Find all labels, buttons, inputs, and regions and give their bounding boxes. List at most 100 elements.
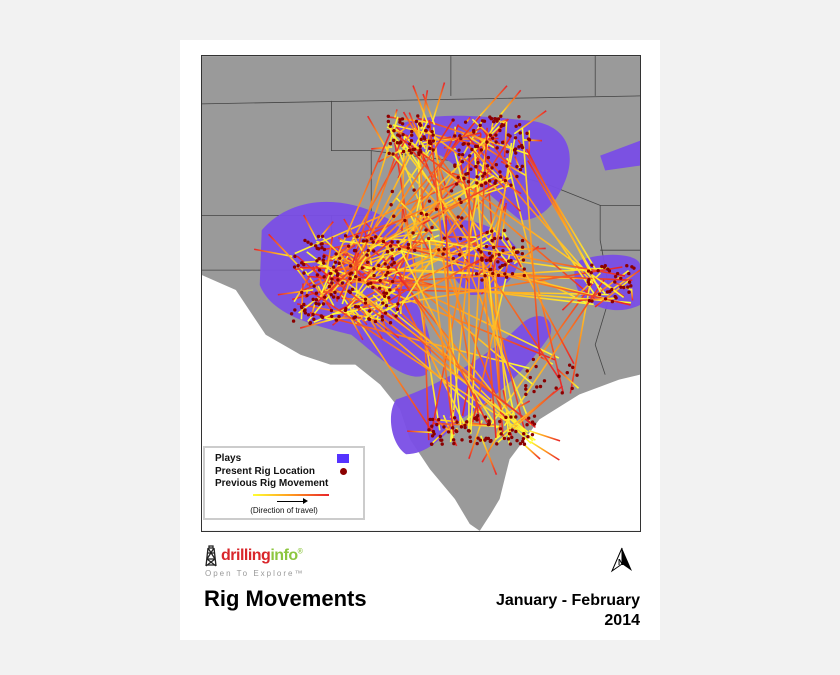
rig-location-dot [456,175,460,179]
rig-location-dot [587,298,592,303]
rig-location-dot [500,140,505,145]
rig-location-dot [538,384,543,389]
legend-present-label: Present Rig Location [215,466,316,477]
rig-location-dot [457,253,462,257]
rig-location-dot [451,438,456,442]
rig-location-dot [403,218,407,223]
rig-location-dot [484,436,488,441]
rig-location-dot [498,427,503,431]
rig-movement-line [317,285,329,306]
derrick-icon [205,545,217,567]
rig-location-dot [373,319,378,324]
rig-location-dot [488,439,492,444]
rig-movement-line [401,208,412,249]
rig-location-dot [371,285,375,290]
rig-location-dot [427,139,432,143]
rig-location-dot [480,256,484,260]
rig-location-dot [322,275,326,279]
rig-location-dot [460,438,464,442]
rig-location-dot [498,128,502,133]
rig-location-dot [314,301,318,306]
rig-location-dot [400,117,405,121]
rig-location-dot [485,164,490,168]
rig-location-dot [367,317,371,321]
rig-location-dot [625,264,629,268]
rig-location-dot [459,224,464,228]
rig-location-dot [311,312,315,317]
rig-location-dot [479,183,484,188]
rig-location-dot [340,281,345,285]
rig-movement-line [503,232,575,365]
rig-location-dot [521,436,526,441]
rig-movement-line [375,230,490,282]
rig-movement-line [364,221,396,258]
rig-location-dot [475,144,480,149]
rig-location-dot [426,236,431,241]
rig-location-dot [474,164,478,169]
rig-movement-line [398,276,529,436]
rig-location-dot [312,317,316,321]
svg-text:N: N [618,558,624,567]
rig-location-dot [520,164,524,169]
rig-location-dot [406,242,411,247]
rig-movement-line [523,139,543,142]
rig-location-dot [439,438,443,442]
rig-location-dot [363,301,368,305]
rig-location-dot [314,298,319,302]
rig-location-dot [365,260,370,264]
rig-location-dot [430,417,435,422]
rig-movement-line [359,306,400,339]
rig-location-dot [430,442,434,446]
rig-location-dot [619,276,623,280]
rig-location-dot [427,428,431,432]
rig-location-dot [460,153,465,157]
rig-location-dot [493,181,497,185]
rig-location-dot [509,183,513,187]
rig-location-dot [488,133,493,137]
rig-location-dot [424,128,428,133]
rig-location-dot [528,375,532,380]
legend-direction-label: (Direction of travel) [250,506,318,515]
rig-location-dot [428,146,432,151]
rig-location-dot [409,138,414,143]
rig-location-dot [522,432,526,436]
rig-location-dot [471,128,476,133]
rig-location-dot [468,435,472,439]
rig-location-dot [476,436,480,440]
rig-location-dot [348,276,352,281]
rig-movement-line [306,251,533,425]
rig-location-dot [534,364,538,369]
rig-location-dot [467,429,471,433]
rig-location-dot [330,281,334,285]
rig-location-dot [355,235,359,239]
rig-location-dot [348,264,353,268]
rig-location-dot [452,441,456,446]
rig-movement-line [511,247,546,251]
rig-location-dot [452,416,457,420]
rig-location-dot [522,442,526,446]
rig-location-dot [458,236,463,241]
rig-movement-line [594,279,630,308]
rig-location-dot [391,152,395,156]
rig-location-dot [296,263,300,268]
legend-plays-swatch [337,454,349,463]
rig-movement-line [399,136,625,299]
rig-movement-line [298,239,393,314]
rig-movement-line [355,265,358,293]
legend-movement-gradient [253,494,329,496]
rig-location-dot [384,273,388,277]
rig-movement-line [481,428,503,463]
rig-location-dot [316,234,321,239]
rig-movement-line [395,196,421,311]
rig-location-dot [372,273,376,278]
rig-movement-line [422,93,436,126]
rig-location-dot [514,124,518,129]
rig-location-dot [398,141,402,145]
rig-location-dot [314,291,319,295]
rig-location-dot [377,263,381,268]
rig-location-dot [554,386,558,390]
rig-location-dot [516,250,520,254]
rig-location-dot [524,392,528,397]
rig-location-dot [510,428,514,432]
rig-location-dot [333,260,338,264]
